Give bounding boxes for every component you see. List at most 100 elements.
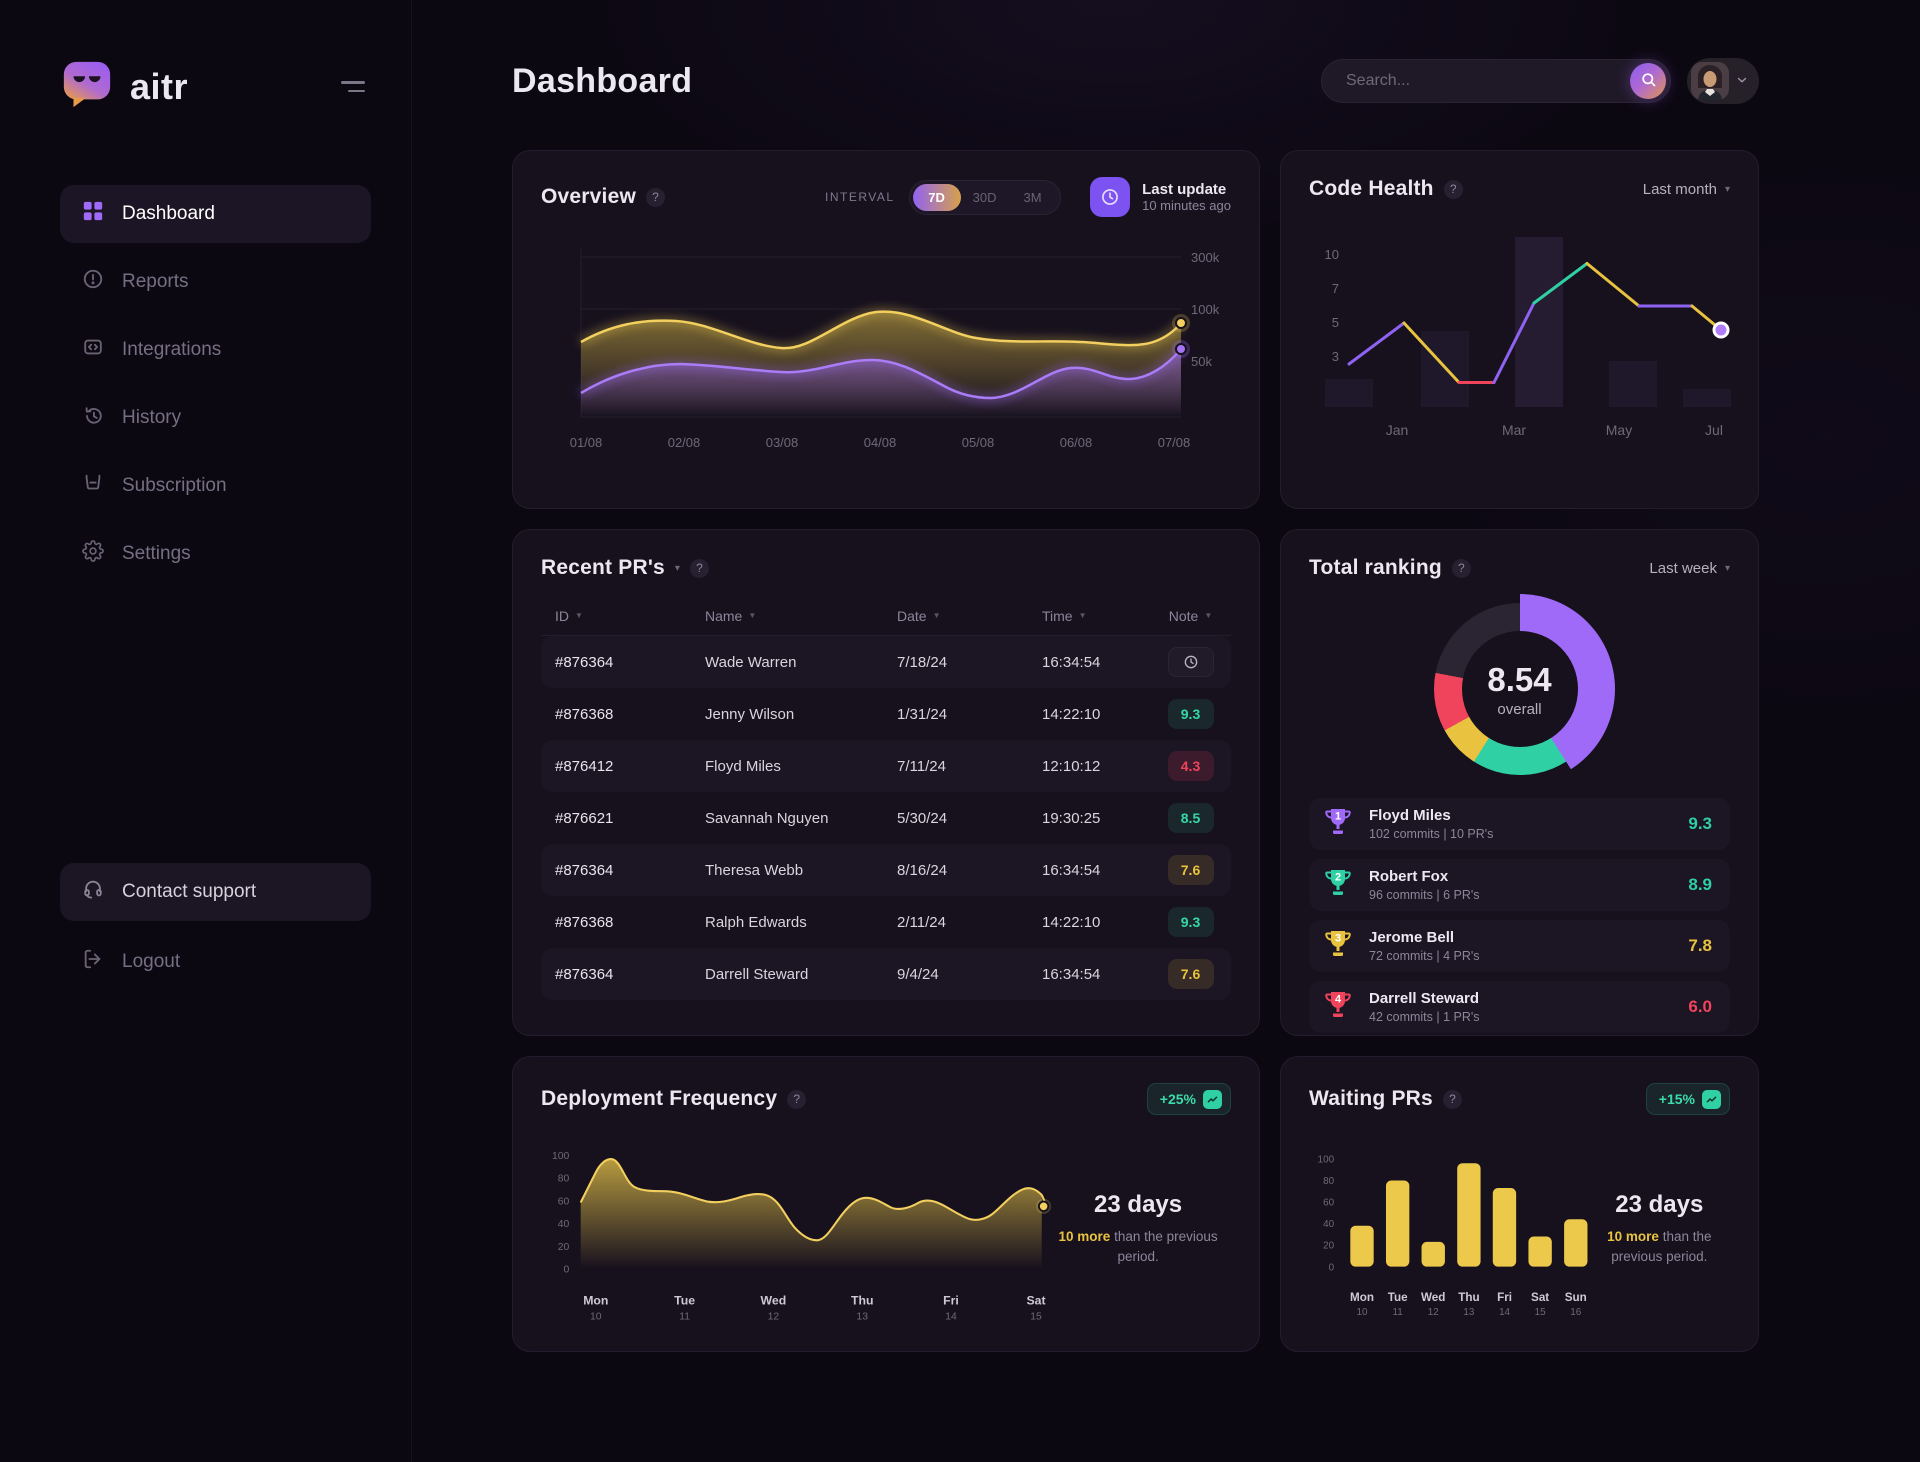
integrations-icon [82,336,104,364]
list-item[interactable]: 2 Robert Fox 96 commits | 6 PR's 8.9 [1309,859,1730,911]
waiting-bar [1528,1236,1552,1267]
table-row[interactable]: #876364 Theresa Webb 8/16/24 16:34:54 7.… [541,844,1231,896]
deployment-chart: 100 80 60 40 20 0 Mon 10 Tue 11 [552,1151,1052,1323]
pr-time: 14:22:10 [1042,913,1101,931]
sidebar-item-reports[interactable]: Reports [60,253,371,311]
list-item[interactable]: 1 Floyd Miles 102 commits | 10 PR's 9.3 [1309,798,1730,850]
table-row[interactable]: #876364 Wade Warren 7/18/24 16:34:54 [541,636,1231,688]
list-item[interactable]: 3 Jerome Bell 72 commits | 4 PR's 7.8 [1309,920,1730,972]
interval-30d-button[interactable]: 30D [961,184,1009,211]
info-icon[interactable]: ? [1451,558,1471,578]
waiting-bar [1385,1180,1410,1267]
column-header-name[interactable]: Name ▼ [705,607,757,624]
table-row[interactable]: #876368 Ralph Edwards 2/11/24 14:22:10 9… [541,896,1231,948]
sidebar-item-history[interactable]: History [60,389,371,447]
pr-date: 9/4/24 [897,965,939,983]
contact-support-label: Contact support [122,881,257,902]
column-header-note[interactable]: Note ▼ [1168,607,1213,624]
rank-stats: 96 commits | 6 PR's [1369,888,1480,902]
bar-group [1350,1163,1588,1267]
waiting-bar [1457,1163,1481,1267]
y-label: 300k [1191,250,1220,265]
info-icon[interactable]: ? [689,558,709,578]
overall-score-label: overall [1497,700,1542,718]
rank-name: Jerome Bell [1369,929,1455,946]
table-row[interactable]: #876621 Savannah Nguyen 5/30/24 19:30:25… [541,792,1231,844]
column-header-time[interactable]: Time ▼ [1042,607,1087,624]
sidebar-item-settings[interactable]: Settings [60,525,371,583]
y-tick: 3 [1332,349,1339,364]
day-label: Fri [1497,1291,1512,1304]
sidebar-collapse-icon[interactable] [335,75,371,98]
interval-group: INTERVAL 7D 30D 3M [825,179,1061,215]
total-ranking-header: Total ranking ? Last week ▾ [1309,556,1730,580]
trophy-icon: 2 [1321,866,1355,905]
note-badge: 9.3 [1167,907,1214,937]
info-icon[interactable]: ? [1443,179,1463,199]
rank-name: Robert Fox [1369,868,1449,885]
gear-icon [82,540,104,568]
sidebar-item-integrations[interactable]: Integrations [60,321,371,379]
dashboard-grid-icon [82,200,104,228]
table-row[interactable]: #876412 Floyd Miles 7/11/24 12:10:12 4.3 [541,740,1231,792]
logout-button[interactable]: Logout [60,933,371,991]
table-row[interactable]: #876368 Jenny Wilson 1/31/24 14:22:10 9.… [541,688,1231,740]
trend-up-icon [1702,1089,1721,1109]
date-label: 12 [1428,1307,1439,1318]
y-tick: 80 [558,1174,570,1185]
y-tick: 0 [1329,1262,1335,1273]
x-label: 01/08 [570,435,603,450]
day-label: Tue [674,1294,695,1308]
pending-clock-button[interactable] [1167,647,1214,677]
waiting-prs-chart: 100 80 60 40 20 0 Mon 10 Tue 11 Wed 12 T… [1318,1154,1588,1318]
interval-3m-button[interactable]: 3M [1009,184,1057,211]
pr-name: Savannah Nguyen [705,809,829,827]
last-update: Last update 10 minutes ago [1090,177,1231,217]
deployment-header: Deployment Frequency ? +25% [541,1083,1231,1115]
day-label: Fri [943,1294,959,1308]
code-health-period-select[interactable]: Last month ▾ [1643,181,1730,198]
chevron-down-icon[interactable]: ▾ [674,562,680,574]
code-health-chart: 10 7 5 3 [1309,211,1731,456]
subscription-icon [82,472,104,500]
logout-label: Logout [122,951,181,972]
list-item[interactable]: 4 Darrell Steward 42 commits | 1 PR's 6.… [1309,981,1730,1033]
info-icon[interactable]: ? [646,187,665,207]
day-label: Mon [1350,1291,1374,1304]
search-icon [1640,71,1657,91]
column-header-date[interactable]: Date ▼ [897,607,941,624]
pr-id: #876364 [555,965,614,983]
pr-id: #876412 [555,757,614,775]
info-icon[interactable]: ? [1442,1089,1462,1109]
interval-toggle: 7D 30D 3M [908,179,1061,215]
summary-delta: 10 more [1607,1228,1659,1244]
sidebar-item-label: Settings [122,543,191,564]
ranking-period-select[interactable]: Last week ▾ [1649,560,1730,577]
contact-support-button[interactable]: Contact support [60,863,371,921]
table-row[interactable]: #876364 Darrell Steward 9/4/24 16:34:54 … [541,948,1231,1000]
y-tick: 40 [1323,1219,1334,1230]
day-label: Sat [1531,1291,1549,1304]
user-menu[interactable] [1687,58,1759,104]
day-label: Wed [1421,1291,1445,1304]
column-header-id[interactable]: ID ▼ [555,607,583,624]
interval-7d-button[interactable]: 7D [912,183,961,211]
sidebar-item-subscription[interactable]: Subscription [60,457,371,515]
search-input[interactable] [1321,59,1671,103]
info-icon[interactable]: ? [787,1089,807,1109]
rank-stats: 72 commits | 4 PR's [1369,949,1480,963]
search-bar [1321,59,1671,103]
search-button[interactable] [1630,63,1666,99]
y-tick: 80 [1323,1176,1334,1187]
sidebar-bottom: Contact support Logout [60,863,371,991]
pr-date: 7/11/24 [897,757,946,775]
pr-name: Darrell Steward [705,965,809,983]
x-label: 04/08 [864,435,897,450]
sidebar-item-dashboard[interactable]: Dashboard [60,185,371,243]
line-endpoint [1712,321,1730,339]
pr-id: #876621 [555,809,614,827]
alert-circle-icon [82,268,104,296]
pr-time: 14:22:10 [1042,705,1101,723]
note-badge: 9.3 [1167,699,1214,729]
sidebar-item-label: History [122,407,182,428]
